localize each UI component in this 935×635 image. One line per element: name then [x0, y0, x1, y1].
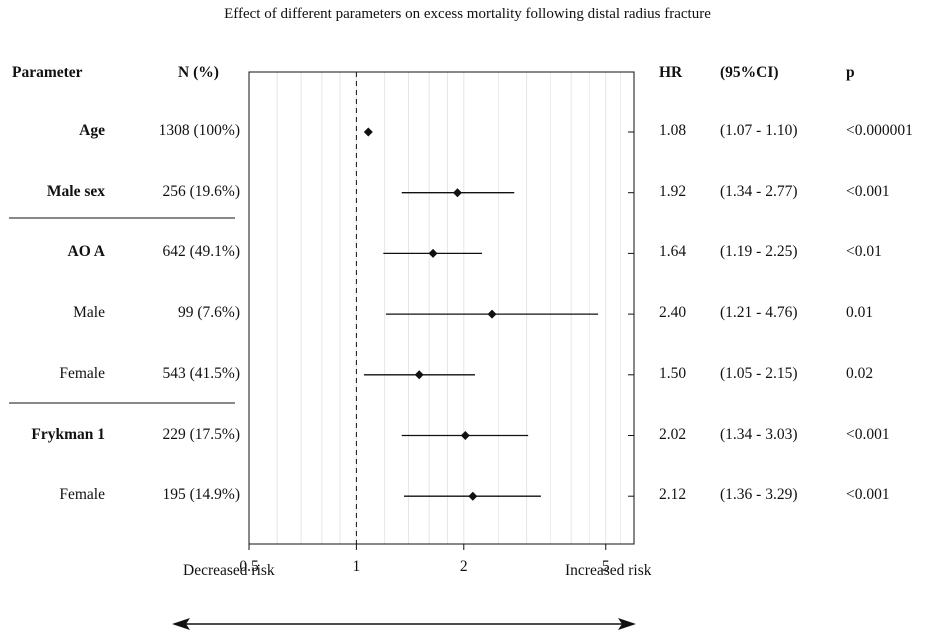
row-n: 642 (49.1%): [162, 243, 241, 261]
row-hr: 2.12: [659, 486, 687, 504]
row-ci: (1.05 - 2.15): [720, 364, 798, 382]
row-p: <0.01: [846, 243, 882, 261]
row-n: 229 (17.5%): [162, 425, 241, 443]
hr-point: [468, 491, 478, 501]
row-parameter: Male sex: [46, 182, 105, 200]
hr-point: [363, 127, 373, 137]
header-hr: HR: [659, 64, 683, 81]
row-hr: 1.64: [659, 243, 687, 261]
row-ci: (1.19 - 2.25): [720, 243, 798, 261]
row-p: <0.001: [846, 425, 890, 443]
plot-frame: [248, 71, 635, 545]
row-hr: 2.40: [659, 304, 687, 322]
row-n: 1308 (100%): [158, 122, 240, 139]
row-ci: (1.36 - 3.29): [720, 486, 798, 504]
right-direction-label: Increased risk: [565, 562, 652, 579]
row-parameter: Frykman 1: [31, 425, 105, 443]
hr-point: [460, 431, 470, 440]
x-tick-label: 5: [602, 558, 610, 575]
row-hr: 2.02: [659, 425, 687, 443]
row-parameter: Female: [59, 486, 105, 504]
arrow-left-head: [172, 618, 190, 630]
x-tick-label: 1: [353, 558, 361, 575]
arrow-right-head: [618, 618, 636, 630]
row-parameter: AO A: [67, 243, 105, 261]
left-direction-label: Decreased risk: [183, 562, 275, 579]
row-ci: (1.34 - 3.03): [720, 425, 798, 443]
row-hr: 1.50: [659, 364, 687, 382]
row-n: 256 (19.6%): [162, 182, 241, 200]
header-parameter: Parameter: [12, 64, 83, 81]
row-parameter: Male: [73, 304, 105, 322]
row-hr: 1.92: [659, 182, 687, 200]
row-n: 543 (41.5%): [162, 364, 241, 382]
hr-point: [414, 370, 424, 380]
row-p: <0.000001: [846, 122, 913, 139]
row-hr: 1.08: [659, 122, 687, 139]
row-parameter: Female: [59, 364, 105, 382]
row-ci: (1.21 - 4.76): [720, 304, 798, 322]
row-p: <0.001: [846, 486, 890, 504]
x-tick-label: 0.5: [239, 558, 259, 575]
row-n: 99 (7.6%): [178, 304, 240, 322]
header-ci: (95%CI): [720, 64, 779, 81]
row-ci: (1.07 - 1.10): [720, 122, 798, 139]
x-tick-label: 2: [460, 558, 468, 575]
row-n: 195 (14.9%): [162, 486, 241, 504]
row-p: 0.01: [846, 304, 874, 322]
hr-point: [487, 309, 497, 319]
row-p: <0.001: [846, 182, 890, 200]
chart-title: Effect of different parameters on excess…: [224, 6, 711, 22]
hr-point: [428, 248, 438, 258]
row-p: 0.02: [846, 364, 874, 382]
hr-point: [452, 188, 462, 198]
header-n: N (%): [178, 64, 219, 81]
row-ci: (1.34 - 2.77): [720, 182, 798, 200]
header-p: p: [846, 64, 855, 81]
row-parameter: Age: [79, 122, 105, 139]
